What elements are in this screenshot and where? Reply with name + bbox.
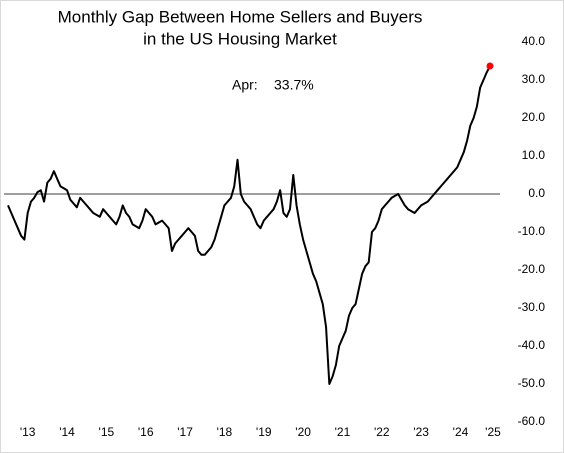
chart-title: Monthly Gap Between Home Sellers and Buy… — [58, 7, 423, 26]
x-tick-label: '20 — [295, 425, 311, 439]
x-tick-label: '15 — [99, 425, 115, 439]
y-tick-label: -40.0 — [518, 338, 546, 352]
chart-title: in the US Housing Market — [143, 29, 337, 48]
y-tick-label: -50.0 — [518, 376, 546, 390]
y-tick-label: -20.0 — [518, 262, 546, 276]
x-tick-label: '22 — [374, 425, 390, 439]
x-tick-label: '17 — [177, 425, 193, 439]
x-tick-label: '25 — [485, 425, 501, 439]
y-tick-label: -60.0 — [518, 414, 546, 428]
x-tick-label: '21 — [335, 425, 351, 439]
x-tick-label: '24 — [453, 425, 469, 439]
y-tick-label: 10.0 — [522, 148, 546, 162]
annotation-value: 33.7% — [274, 77, 314, 93]
y-tick-label: -30.0 — [518, 300, 546, 314]
y-tick-label: 0.0 — [528, 186, 545, 200]
x-tick-label: '16 — [138, 425, 154, 439]
x-tick-label: '18 — [217, 425, 233, 439]
highlight-point — [486, 62, 494, 70]
y-tick-label: 20.0 — [522, 110, 546, 124]
annotation-label: Apr: — [232, 77, 258, 93]
y-tick-label: 30.0 — [522, 72, 546, 86]
x-tick-label: '19 — [256, 425, 272, 439]
line-series — [7, 65, 491, 385]
y-tick-label: 40.0 — [522, 34, 546, 48]
x-tick-label: '14 — [59, 425, 75, 439]
x-tick-label: '13 — [20, 425, 36, 439]
x-tick-label: '23 — [413, 425, 429, 439]
y-tick-label: -10.0 — [518, 224, 546, 238]
